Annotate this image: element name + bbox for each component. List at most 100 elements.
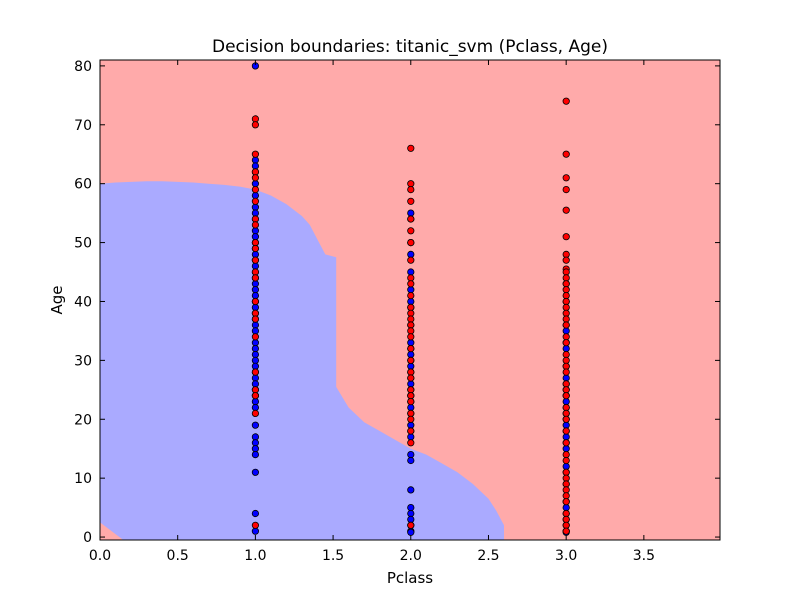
data-point: [251, 197, 259, 205]
data-point: [407, 403, 415, 412]
data-point: [251, 227, 259, 235]
y-tick-label: 60: [74, 177, 92, 193]
data-point: [407, 456, 415, 465]
data-point: [251, 380, 259, 388]
data-point: [251, 121, 259, 129]
data-point: [407, 433, 415, 441]
y-axis-label: Age: [48, 285, 66, 314]
data-point: [562, 468, 570, 476]
data-point: [251, 315, 259, 323]
data-point: [251, 392, 259, 400]
x-tick-label: 2.5: [477, 548, 499, 564]
data-point: [251, 403, 259, 412]
red-corner-region: [100, 522, 124, 540]
data-point: [562, 403, 570, 412]
data-point: [407, 297, 415, 306]
data-point: [251, 262, 259, 270]
data-point: [407, 215, 415, 223]
data-point: [562, 515, 570, 524]
data-point: [562, 344, 570, 353]
data-point: [251, 291, 259, 300]
data-point: [251, 421, 259, 429]
x-tick-label: 2.0: [400, 548, 422, 564]
data-point: [562, 333, 570, 341]
y-tick-label: 30: [74, 353, 92, 369]
data-point: [251, 433, 259, 441]
data-point: [251, 521, 259, 529]
data-point: [562, 415, 570, 423]
data-point: [407, 415, 415, 423]
data-point: [407, 368, 415, 376]
data-point: [407, 380, 415, 388]
x-tick-label: 1.0: [244, 548, 266, 564]
data-point: [562, 374, 570, 382]
data-point: [562, 315, 570, 323]
data-point: [251, 209, 259, 217]
data-point: [251, 297, 259, 306]
data-point: [562, 409, 570, 417]
data-point: [562, 350, 570, 359]
data-point: [251, 368, 259, 376]
data-point: [562, 280, 570, 288]
data-point: [251, 244, 259, 253]
data-point: [562, 427, 570, 435]
x-tick-label: 3.0: [555, 548, 577, 564]
data-point: [251, 397, 259, 406]
data-point: [562, 233, 570, 241]
data-point: [407, 339, 415, 347]
data-point: [251, 450, 259, 459]
data-point: [562, 433, 570, 441]
data-point: [251, 344, 259, 353]
data-point: [562, 368, 570, 376]
data-point: [407, 427, 415, 435]
data-point: [407, 327, 415, 335]
data-point: [562, 503, 570, 512]
data-point: [251, 386, 259, 394]
data-point: [407, 350, 415, 359]
data-point: [407, 239, 415, 247]
data-point: [562, 480, 570, 488]
data-point: [407, 374, 415, 382]
blue-decision-region: [100, 181, 504, 541]
data-point: [407, 386, 415, 394]
data-point: [407, 409, 415, 417]
data-point: [407, 356, 415, 364]
data-point: [407, 439, 415, 447]
data-point: [407, 256, 415, 264]
y-tick-label: 40: [74, 294, 92, 310]
y-axis-ticks: 0 10 20 30 40 50 60 70 80: [74, 59, 720, 546]
data-point: [407, 503, 415, 512]
data-point: [251, 215, 259, 223]
data-point: [562, 97, 570, 105]
data-point: [251, 274, 259, 282]
y-tick-label: 0: [83, 530, 92, 546]
data-point: [562, 527, 570, 535]
data-point: [562, 327, 570, 335]
data-point: [251, 350, 259, 359]
y-tick-label: 20: [74, 412, 92, 428]
data-point: [562, 150, 570, 158]
data-point: [562, 397, 570, 406]
data-point: [562, 286, 570, 294]
data-point: [251, 409, 259, 417]
data-point: [562, 392, 570, 400]
data-point: [562, 291, 570, 300]
x-axis-label: Pclass: [387, 569, 433, 587]
data-point: [251, 268, 259, 276]
data-point: [407, 286, 415, 294]
plot-area: [99, 59, 721, 541]
data-point: [562, 297, 570, 306]
data-point: [407, 280, 415, 288]
data-point: [562, 268, 570, 276]
y-tick-label: 50: [74, 236, 92, 252]
data-point: [407, 344, 415, 353]
data-point: [562, 521, 570, 529]
data-point: [407, 197, 415, 205]
data-point: [251, 221, 259, 229]
data-point: [407, 521, 415, 529]
y-tick-label: 80: [74, 59, 92, 75]
data-point: [251, 150, 259, 158]
data-point: [407, 397, 415, 406]
data-point: [562, 386, 570, 394]
